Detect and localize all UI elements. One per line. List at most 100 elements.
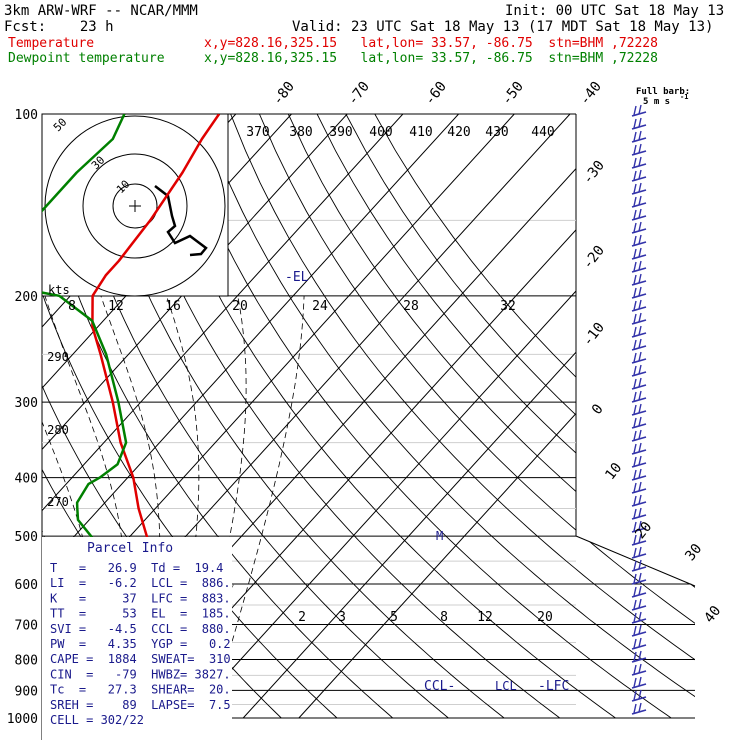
parcel-info-row: CAPE = 1884 SWEAT= 310 — [50, 652, 231, 666]
barb-legend-exponent: -1 — [680, 93, 688, 101]
wind-barb-flag — [638, 351, 642, 362]
wind-barb-flag — [633, 313, 637, 324]
wind-barb-flag — [633, 547, 637, 558]
temperature-tick-label: 0 — [589, 401, 607, 417]
wind-barb-flag — [633, 339, 637, 350]
hodograph-ring — [112, 183, 158, 229]
wind-barb-flag — [633, 326, 637, 337]
temperature-tick-label: 10 — [602, 460, 625, 483]
parcel-info-row: T = 26.9 Td = 19.4 — [50, 561, 223, 575]
wind-barb-flag — [638, 702, 642, 713]
wind-barb-flag — [633, 664, 637, 675]
wind-barb-flag — [633, 378, 637, 389]
wind-barb-flag — [638, 455, 642, 466]
dry-adiabat-line — [345, 114, 695, 719]
wind-barb-flag — [633, 170, 637, 181]
wind-barb-flag — [633, 430, 637, 441]
wind-barb-flag — [638, 403, 642, 414]
mixing-ratio-label: 3 — [338, 610, 346, 625]
wind-barb-flag — [638, 325, 642, 336]
dry-adiabat-line — [42, 114, 393, 719]
parcel-info-box — [42, 537, 232, 740]
isotherm-line — [42, 114, 404, 719]
pressure-label: 400 — [15, 472, 38, 487]
theta-left-label: 270 — [47, 495, 69, 509]
theta-label: 430 — [485, 125, 508, 140]
wind-barb-flag — [638, 169, 642, 180]
wind-barb-flag — [633, 703, 637, 714]
lfc-marker: -LFC — [538, 679, 569, 694]
isotherm-line — [298, 114, 695, 719]
temperature-tick-label: -10 — [580, 320, 608, 350]
mixing-ratio-label: 8 — [440, 610, 448, 625]
parcel-info-row: K = 37 LFC = 883. — [50, 591, 231, 605]
wind-barb-flag — [633, 586, 637, 597]
theta-label: 410 — [409, 125, 432, 140]
wind-barb-flag — [633, 131, 637, 142]
wind-barb-flag — [633, 391, 637, 402]
pressure-label: 1000 — [7, 712, 38, 727]
mixing-ratio-label: 5 — [390, 610, 398, 625]
temperature-tick-label: 30 — [682, 541, 705, 564]
wind-barb-flag — [638, 598, 642, 609]
dry-adiabat-line — [201, 114, 695, 719]
wind-barb-flag — [638, 208, 642, 219]
wind-barb-flag — [638, 663, 642, 674]
wind-barb-flag — [638, 390, 642, 401]
wind-barb-flag — [633, 677, 637, 688]
wind-barb-flag — [638, 572, 642, 583]
wind-barb-flag — [633, 651, 637, 662]
pressure-label: 300 — [15, 396, 38, 411]
wind-barb-flag — [638, 559, 642, 570]
wind-barb-flag — [633, 287, 637, 298]
wind-barb-flag — [638, 104, 642, 115]
wind-barb-flag — [638, 117, 642, 128]
m-marker: M — [436, 529, 443, 543]
dew-legend-location: x,y=828.16,325.15 lat,lon= 33.57, -86.75… — [204, 51, 658, 66]
theta-left-label: 290 — [47, 350, 69, 364]
temperature-tick-label: -40 — [577, 79, 605, 109]
wind-barb-flag — [633, 482, 637, 493]
wind-barb-flag — [633, 508, 637, 519]
wind-barb-flag — [638, 312, 642, 323]
isotherm-line — [187, 114, 695, 719]
wind-barb-flag — [638, 650, 642, 661]
model-title: 3km ARW-WRF -- NCAR/MMM — [4, 3, 198, 19]
wind-barb-flag — [633, 638, 637, 649]
wind-barb-flag — [638, 286, 642, 297]
theta-label: 440 — [531, 125, 554, 140]
wind-barb-flag — [638, 299, 642, 310]
pressure-label: 100 — [15, 108, 38, 123]
wind-barb-flag — [633, 690, 637, 701]
wind-barb-flag — [638, 234, 642, 245]
wind-barb-flag — [638, 546, 642, 557]
wind-barb-flag — [633, 456, 637, 467]
temperature-tick-label: -30 — [580, 158, 608, 188]
mixing-ratio-label: 20 — [232, 299, 248, 314]
hodograph-trace — [154, 185, 208, 257]
theta-label: 420 — [447, 125, 470, 140]
mixing-ratio-label: 28 — [403, 299, 419, 314]
wind-barb-flag — [633, 222, 637, 233]
wind-barb-flag — [638, 130, 642, 141]
isotherm-line — [242, 114, 695, 719]
init-time: Init: 00 UTC Sat 18 May 13 — [505, 3, 725, 19]
wind-barb-flag — [633, 365, 637, 376]
wind-barb-flag — [633, 599, 637, 610]
wind-barb-flag — [633, 625, 637, 636]
parcel-info-row: CELL = 302/22 — [50, 713, 144, 727]
wind-barb-flag — [638, 533, 642, 544]
pressure-label: 800 — [15, 653, 38, 668]
hodograph-ring — [82, 153, 188, 259]
el-marker: -EL — [285, 270, 309, 285]
wind-barb-flag — [638, 338, 642, 349]
forecast-hour: Fcst: 23 h — [4, 19, 114, 35]
wind-barb-flag — [633, 118, 637, 129]
temperature-tick-label: -60 — [422, 79, 450, 109]
mixing-ratio-label: 32 — [500, 299, 516, 314]
ccl-marker: CCL- — [424, 679, 455, 694]
wind-barb-flag — [638, 689, 642, 700]
wind-barb-flag — [638, 273, 642, 284]
parcel-info-row: SREH = 89 LAPSE= 7.5 — [50, 698, 231, 712]
temperature-tick-label: -70 — [345, 79, 373, 109]
